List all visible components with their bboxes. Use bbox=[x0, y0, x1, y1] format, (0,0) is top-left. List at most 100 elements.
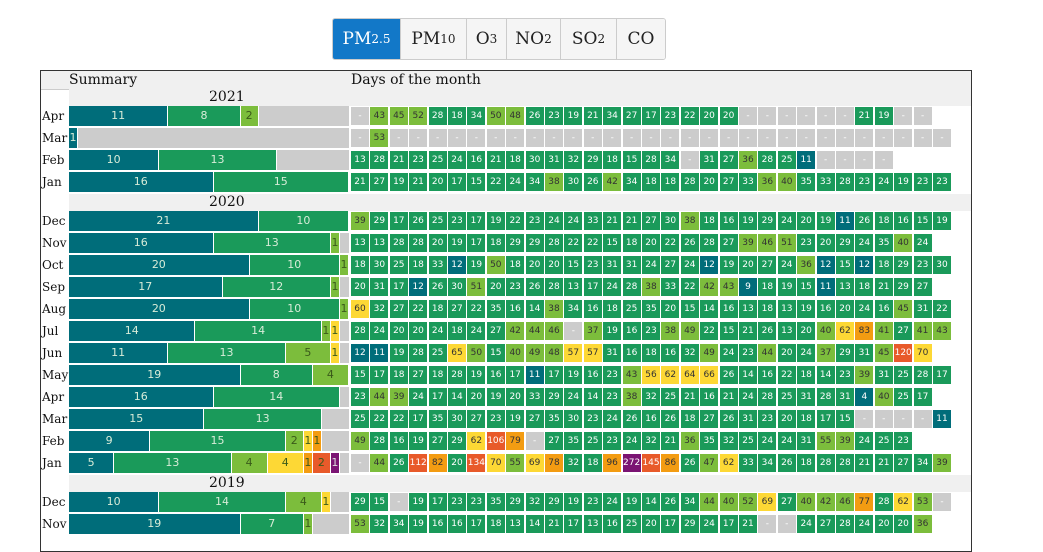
day-cell[interactable]: 21 bbox=[603, 212, 622, 230]
day-cell[interactable]: 27 bbox=[428, 432, 447, 450]
day-cell[interactable]: 20 bbox=[351, 278, 369, 296]
day-cell[interactable]: 31 bbox=[622, 256, 641, 274]
day-cell[interactable]: 18 bbox=[622, 234, 641, 252]
day-cell[interactable]: 15 bbox=[913, 212, 932, 230]
day-cell[interactable]: 28 bbox=[351, 322, 369, 340]
day-cell[interactable]: - bbox=[564, 129, 583, 147]
day-cell[interactable]: 106 bbox=[486, 432, 505, 450]
day-cell[interactable]: 29 bbox=[836, 344, 854, 362]
day-cell[interactable]: 55 bbox=[506, 454, 525, 472]
day-cell[interactable]: 22 bbox=[370, 410, 389, 428]
day-cell[interactable]: 29 bbox=[506, 234, 525, 252]
day-cell[interactable]: 17 bbox=[428, 493, 447, 511]
day-cell[interactable]: 30 bbox=[370, 256, 389, 274]
day-cell[interactable]: 16 bbox=[719, 212, 738, 230]
day-cell[interactable]: 39 bbox=[836, 432, 854, 450]
day-cell[interactable]: 77 bbox=[855, 493, 874, 511]
day-cell[interactable]: 27 bbox=[545, 432, 563, 450]
day-cell[interactable]: 19 bbox=[816, 212, 835, 230]
day-cell[interactable]: 25 bbox=[583, 432, 602, 450]
day-cell[interactable]: 14 bbox=[816, 366, 835, 384]
day-cell[interactable]: 14 bbox=[448, 388, 466, 406]
day-cell[interactable]: 27 bbox=[370, 173, 389, 191]
day-cell[interactable]: 32 bbox=[564, 151, 583, 169]
day-cell[interactable]: 37 bbox=[583, 322, 602, 340]
day-cell[interactable]: 19 bbox=[409, 493, 428, 511]
day-cell[interactable]: 53 bbox=[351, 515, 369, 533]
day-cell[interactable]: 22 bbox=[583, 234, 602, 252]
day-cell[interactable]: 11 bbox=[933, 410, 951, 428]
day-cell[interactable]: 23 bbox=[583, 410, 602, 428]
day-cell[interactable]: 24 bbox=[603, 493, 622, 511]
day-cell[interactable]: 21 bbox=[409, 173, 428, 191]
day-cell[interactable]: 21 bbox=[622, 212, 641, 230]
day-cell[interactable]: 23 bbox=[913, 256, 932, 274]
summary-segment[interactable]: 15 bbox=[150, 431, 286, 451]
day-cell[interactable]: 30 bbox=[933, 256, 951, 274]
day-cell[interactable]: 79 bbox=[506, 432, 525, 450]
day-cell[interactable]: - bbox=[351, 129, 369, 147]
day-cell[interactable]: 17 bbox=[913, 388, 932, 406]
day-cell[interactable]: 30 bbox=[564, 173, 583, 191]
day-cell[interactable]: 86 bbox=[661, 454, 680, 472]
day-cell[interactable]: 18 bbox=[506, 151, 525, 169]
day-cell[interactable]: 26 bbox=[719, 410, 738, 428]
day-cell[interactable]: 40 bbox=[874, 388, 893, 406]
day-cell[interactable]: 19 bbox=[622, 493, 641, 511]
day-cell[interactable]: 22 bbox=[389, 410, 408, 428]
day-cell[interactable]: 20 bbox=[816, 234, 835, 252]
day-cell[interactable]: 62 bbox=[719, 454, 738, 472]
summary-segment[interactable]: 4 bbox=[312, 365, 349, 385]
summary-segment[interactable]: 14 bbox=[213, 387, 340, 407]
day-cell[interactable]: 65 bbox=[448, 344, 466, 362]
day-cell[interactable]: - bbox=[874, 129, 893, 147]
day-cell[interactable]: 29 bbox=[351, 493, 369, 511]
day-cell[interactable]: - bbox=[797, 129, 816, 147]
day-cell[interactable]: 28 bbox=[758, 388, 777, 406]
day-cell[interactable]: 46 bbox=[836, 493, 854, 511]
day-cell[interactable]: 49 bbox=[680, 322, 699, 340]
day-cell[interactable]: 26 bbox=[622, 410, 641, 428]
day-cell[interactable]: 17 bbox=[545, 366, 563, 384]
day-cell[interactable]: 28 bbox=[409, 234, 428, 252]
day-cell[interactable]: 64 bbox=[680, 366, 699, 384]
summary-segment[interactable]: 15 bbox=[213, 172, 349, 192]
day-cell[interactable]: 70 bbox=[913, 344, 932, 362]
day-cell[interactable]: 35 bbox=[486, 493, 505, 511]
tab-pm10[interactable]: PM 10 bbox=[401, 19, 467, 59]
summary-segment[interactable]: 1 bbox=[312, 431, 322, 451]
day-cell[interactable]: 20 bbox=[389, 322, 408, 340]
day-cell[interactable]: 19 bbox=[448, 234, 466, 252]
day-cell[interactable]: 55 bbox=[816, 432, 835, 450]
day-cell[interactable]: 46 bbox=[758, 234, 777, 252]
day-cell[interactable]: 44 bbox=[370, 454, 389, 472]
day-cell[interactable]: 28 bbox=[545, 278, 563, 296]
day-cell[interactable]: 16 bbox=[486, 366, 505, 384]
summary-segment[interactable]: 13 bbox=[159, 150, 277, 170]
day-cell[interactable]: 145 bbox=[642, 454, 660, 472]
day-cell[interactable]: 35 bbox=[797, 173, 816, 191]
day-cell[interactable]: 20 bbox=[797, 212, 816, 230]
day-cell[interactable]: 19 bbox=[564, 493, 583, 511]
day-cell[interactable]: - bbox=[777, 107, 796, 125]
day-cell[interactable]: 26 bbox=[583, 173, 602, 191]
day-cell[interactable]: 35 bbox=[642, 300, 660, 318]
day-cell[interactable]: 36 bbox=[758, 173, 777, 191]
summary-segment[interactable]: 16 bbox=[69, 172, 214, 192]
day-cell[interactable]: 24 bbox=[855, 515, 874, 533]
day-cell[interactable]: 28 bbox=[448, 366, 466, 384]
day-cell[interactable]: 37 bbox=[816, 344, 835, 362]
day-cell[interactable]: 36 bbox=[680, 432, 699, 450]
day-cell[interactable]: 32 bbox=[370, 515, 389, 533]
summary-segment[interactable]: 20 bbox=[69, 299, 250, 319]
day-cell[interactable]: 78 bbox=[545, 454, 563, 472]
tab-co[interactable]: CO bbox=[617, 19, 665, 59]
day-cell[interactable]: 19 bbox=[603, 322, 622, 340]
day-cell[interactable]: 62 bbox=[894, 493, 913, 511]
day-cell[interactable]: 26 bbox=[428, 278, 447, 296]
day-cell[interactable]: 19 bbox=[389, 173, 408, 191]
summary-segment[interactable]: 16 bbox=[69, 387, 214, 407]
day-cell[interactable]: 24 bbox=[564, 388, 583, 406]
summary-segment[interactable]: 2 bbox=[285, 431, 304, 451]
day-cell[interactable]: 28 bbox=[913, 366, 932, 384]
